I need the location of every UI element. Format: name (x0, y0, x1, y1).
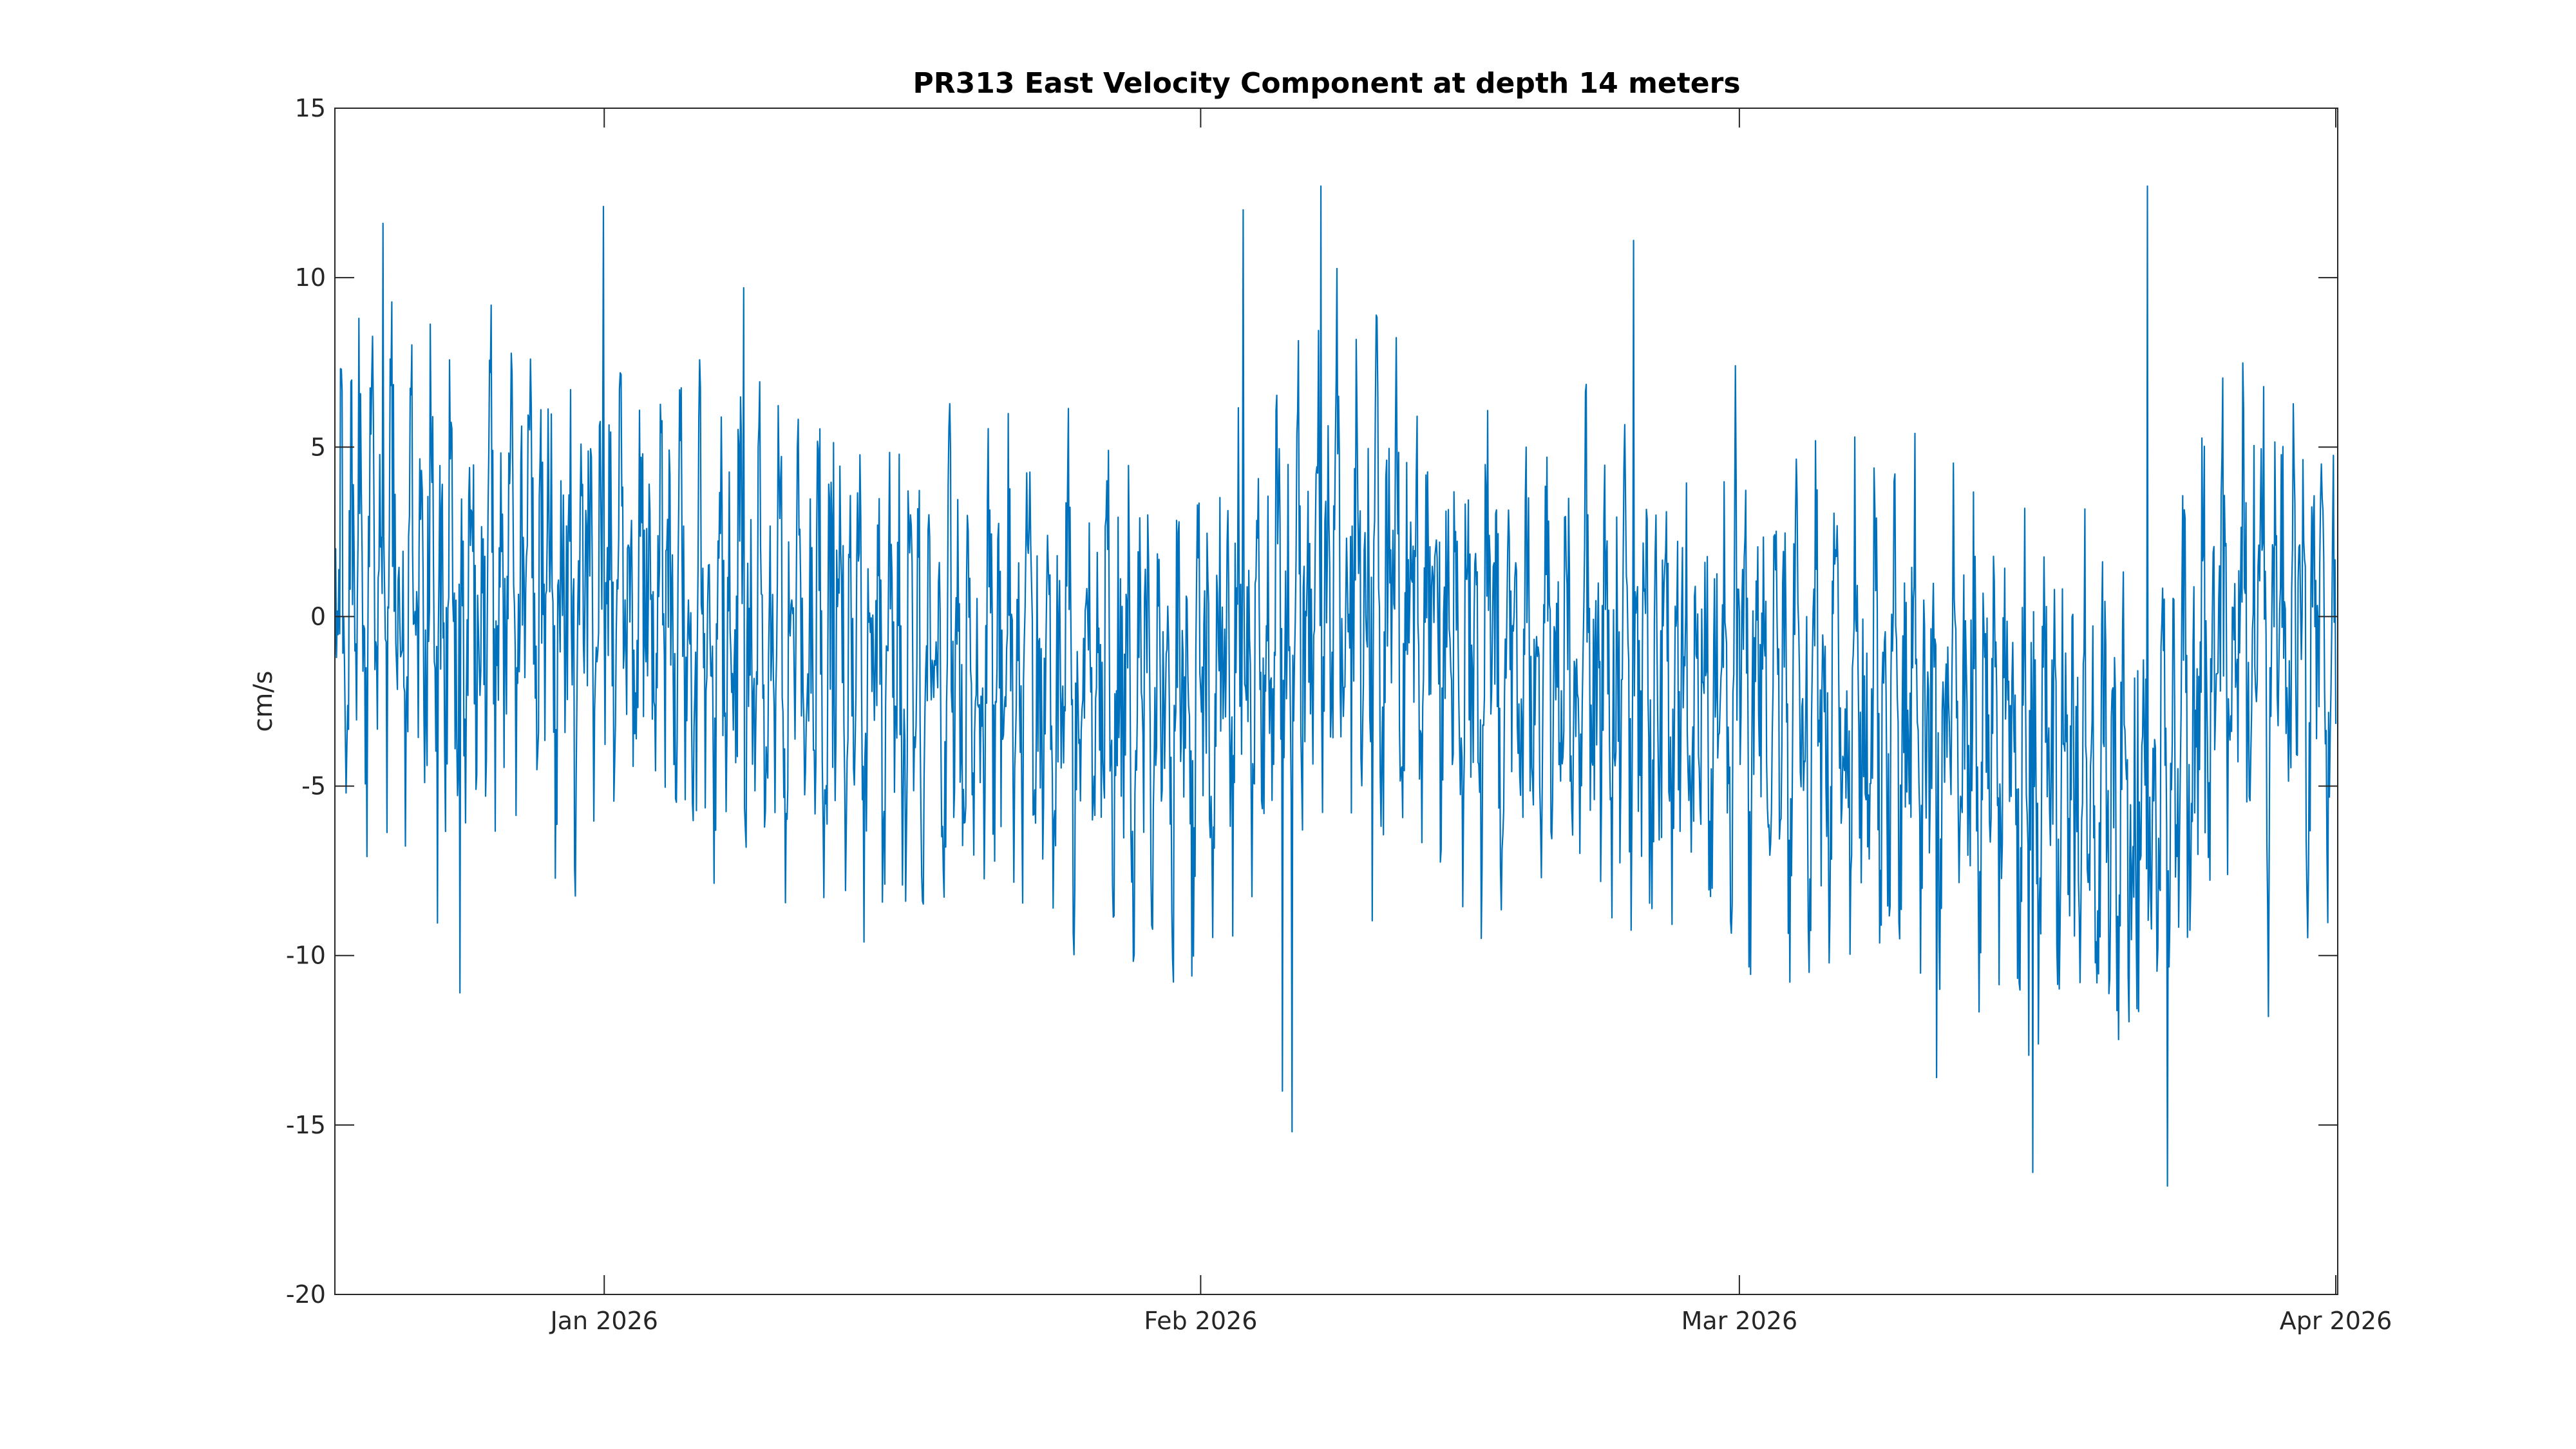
ticks-layer: 15 10 5 0 -5 -10 -15 -20 Jan 2026 Feb 2026 Mar 202… (286, 94, 2392, 1335)
series-line-0 (334, 185, 2337, 1187)
y-tick-label-4: -5 (301, 772, 326, 800)
y-tick-label-6: -15 (286, 1111, 326, 1139)
y-tick-label-7: -20 (286, 1280, 326, 1309)
y-tick-label-3: 0 (310, 602, 326, 630)
y-axis-label: cm/s (249, 670, 278, 732)
y-tick-label-2: 5 (310, 433, 326, 461)
y-tick-label-1: 10 (295, 263, 326, 292)
x-tick-label-0: Jan 2026 (549, 1307, 658, 1335)
axes-frame (334, 108, 2338, 1295)
y-tick-label-5: -10 (286, 942, 326, 970)
x-tick-label-1: Feb 2026 (1144, 1307, 1257, 1335)
chart-title: PR313 East Velocity Component at depth 1… (913, 67, 1740, 100)
x-tick-label-2: Mar 2026 (1681, 1307, 1797, 1335)
y-tick-label-0: 15 (295, 94, 326, 122)
plot-area: 15 10 5 0 -5 -10 -15 -20 Jan 2026 Feb 2026 Mar 202… (286, 94, 2392, 1335)
series-layer (334, 185, 2337, 1187)
x-tick-label-3: Apr 2026 (2280, 1307, 2392, 1335)
